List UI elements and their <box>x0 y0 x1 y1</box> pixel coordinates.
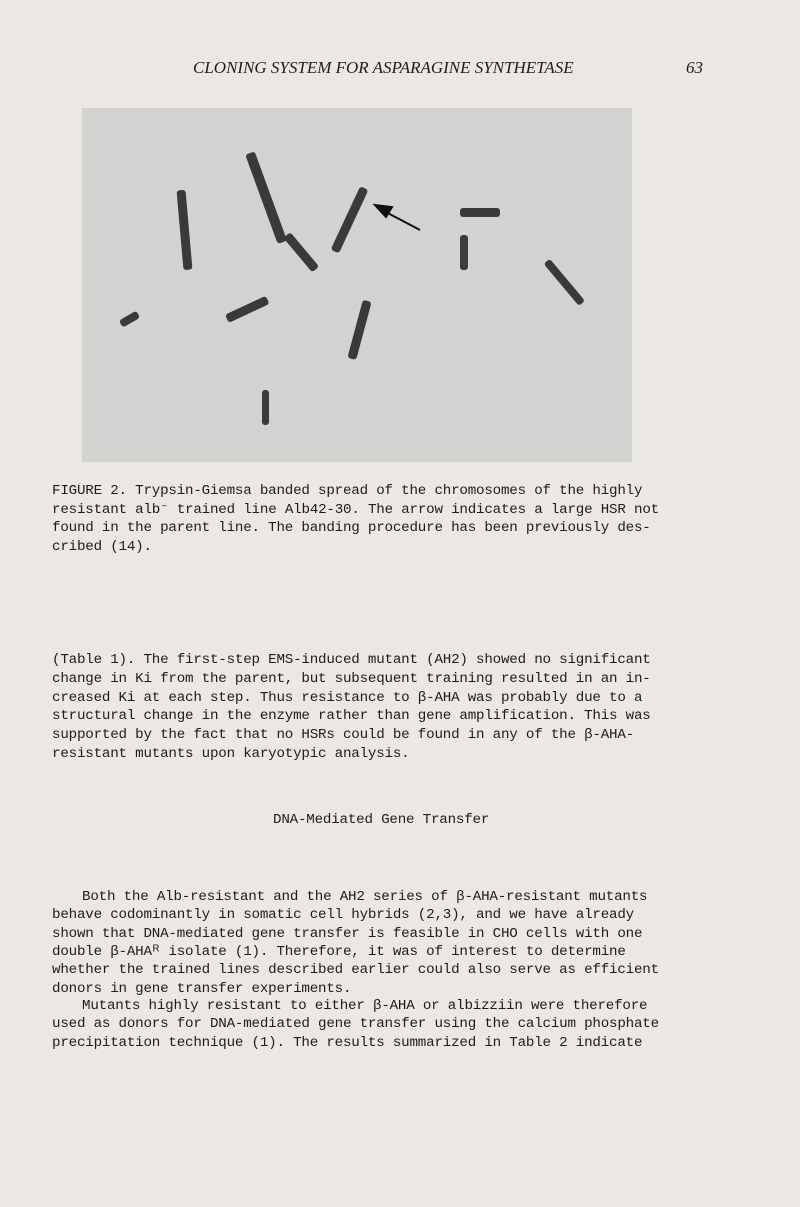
paragraph-line: change in Ki from the parent, but subseq… <box>52 670 651 687</box>
caption-line: FIGURE 2. Trypsin-Giemsa banded spread o… <box>52 483 643 499</box>
paragraph-line: behave codominantly in somatic cell hybr… <box>52 907 634 924</box>
paragraph-line: structural change in the enzyme rather t… <box>52 708 651 725</box>
paragraph-line: Mutants highly resistant to either β-AHA… <box>82 998 648 1014</box>
arrow <box>372 203 421 231</box>
paragraph-line: (Table 1). The first-step EMS-induced mu… <box>52 652 651 668</box>
section-heading: DNA-Mediated Gene Transfer <box>273 812 490 828</box>
running-title: CLONING SYSTEM FOR ASPARAGINE SYNTHETASE <box>193 58 574 77</box>
paragraph-line: used as donors for DNA-mediated gene tra… <box>52 1016 659 1033</box>
caption-line: found in the parent line. The banding pr… <box>52 520 651 536</box>
page-number: 63 <box>686 58 703 77</box>
paragraph-line: resistant mutants upon karyotypic analys… <box>52 746 410 762</box>
paragraph-line: whether the trained lines described earl… <box>52 962 659 979</box>
figure <box>82 108 632 462</box>
paragraph-line: Both the Alb-resistant and the AH2 serie… <box>82 889 648 905</box>
paragraph-line: precipitation technique (1). The results… <box>52 1034 643 1051</box>
paragraph-line: supported by the fact that no HSRs could… <box>52 727 634 744</box>
chromosomes <box>119 152 584 425</box>
caption-line: resistant alb⁻ trained line Alb42-30. Th… <box>52 501 659 518</box>
paragraph-line: shown that DNA-mediated gene transfer is… <box>52 925 643 942</box>
paragraph-line: creased Ki at each step. Thus resistance… <box>52 689 643 706</box>
caption-line: cribed (14). <box>52 538 152 555</box>
paragraph-line: double β-AHAᴿ isolate (1). Therefore, it… <box>52 943 626 960</box>
figure-image <box>82 108 632 462</box>
paragraph-line: donors in gene transfer experiments. <box>52 980 352 997</box>
